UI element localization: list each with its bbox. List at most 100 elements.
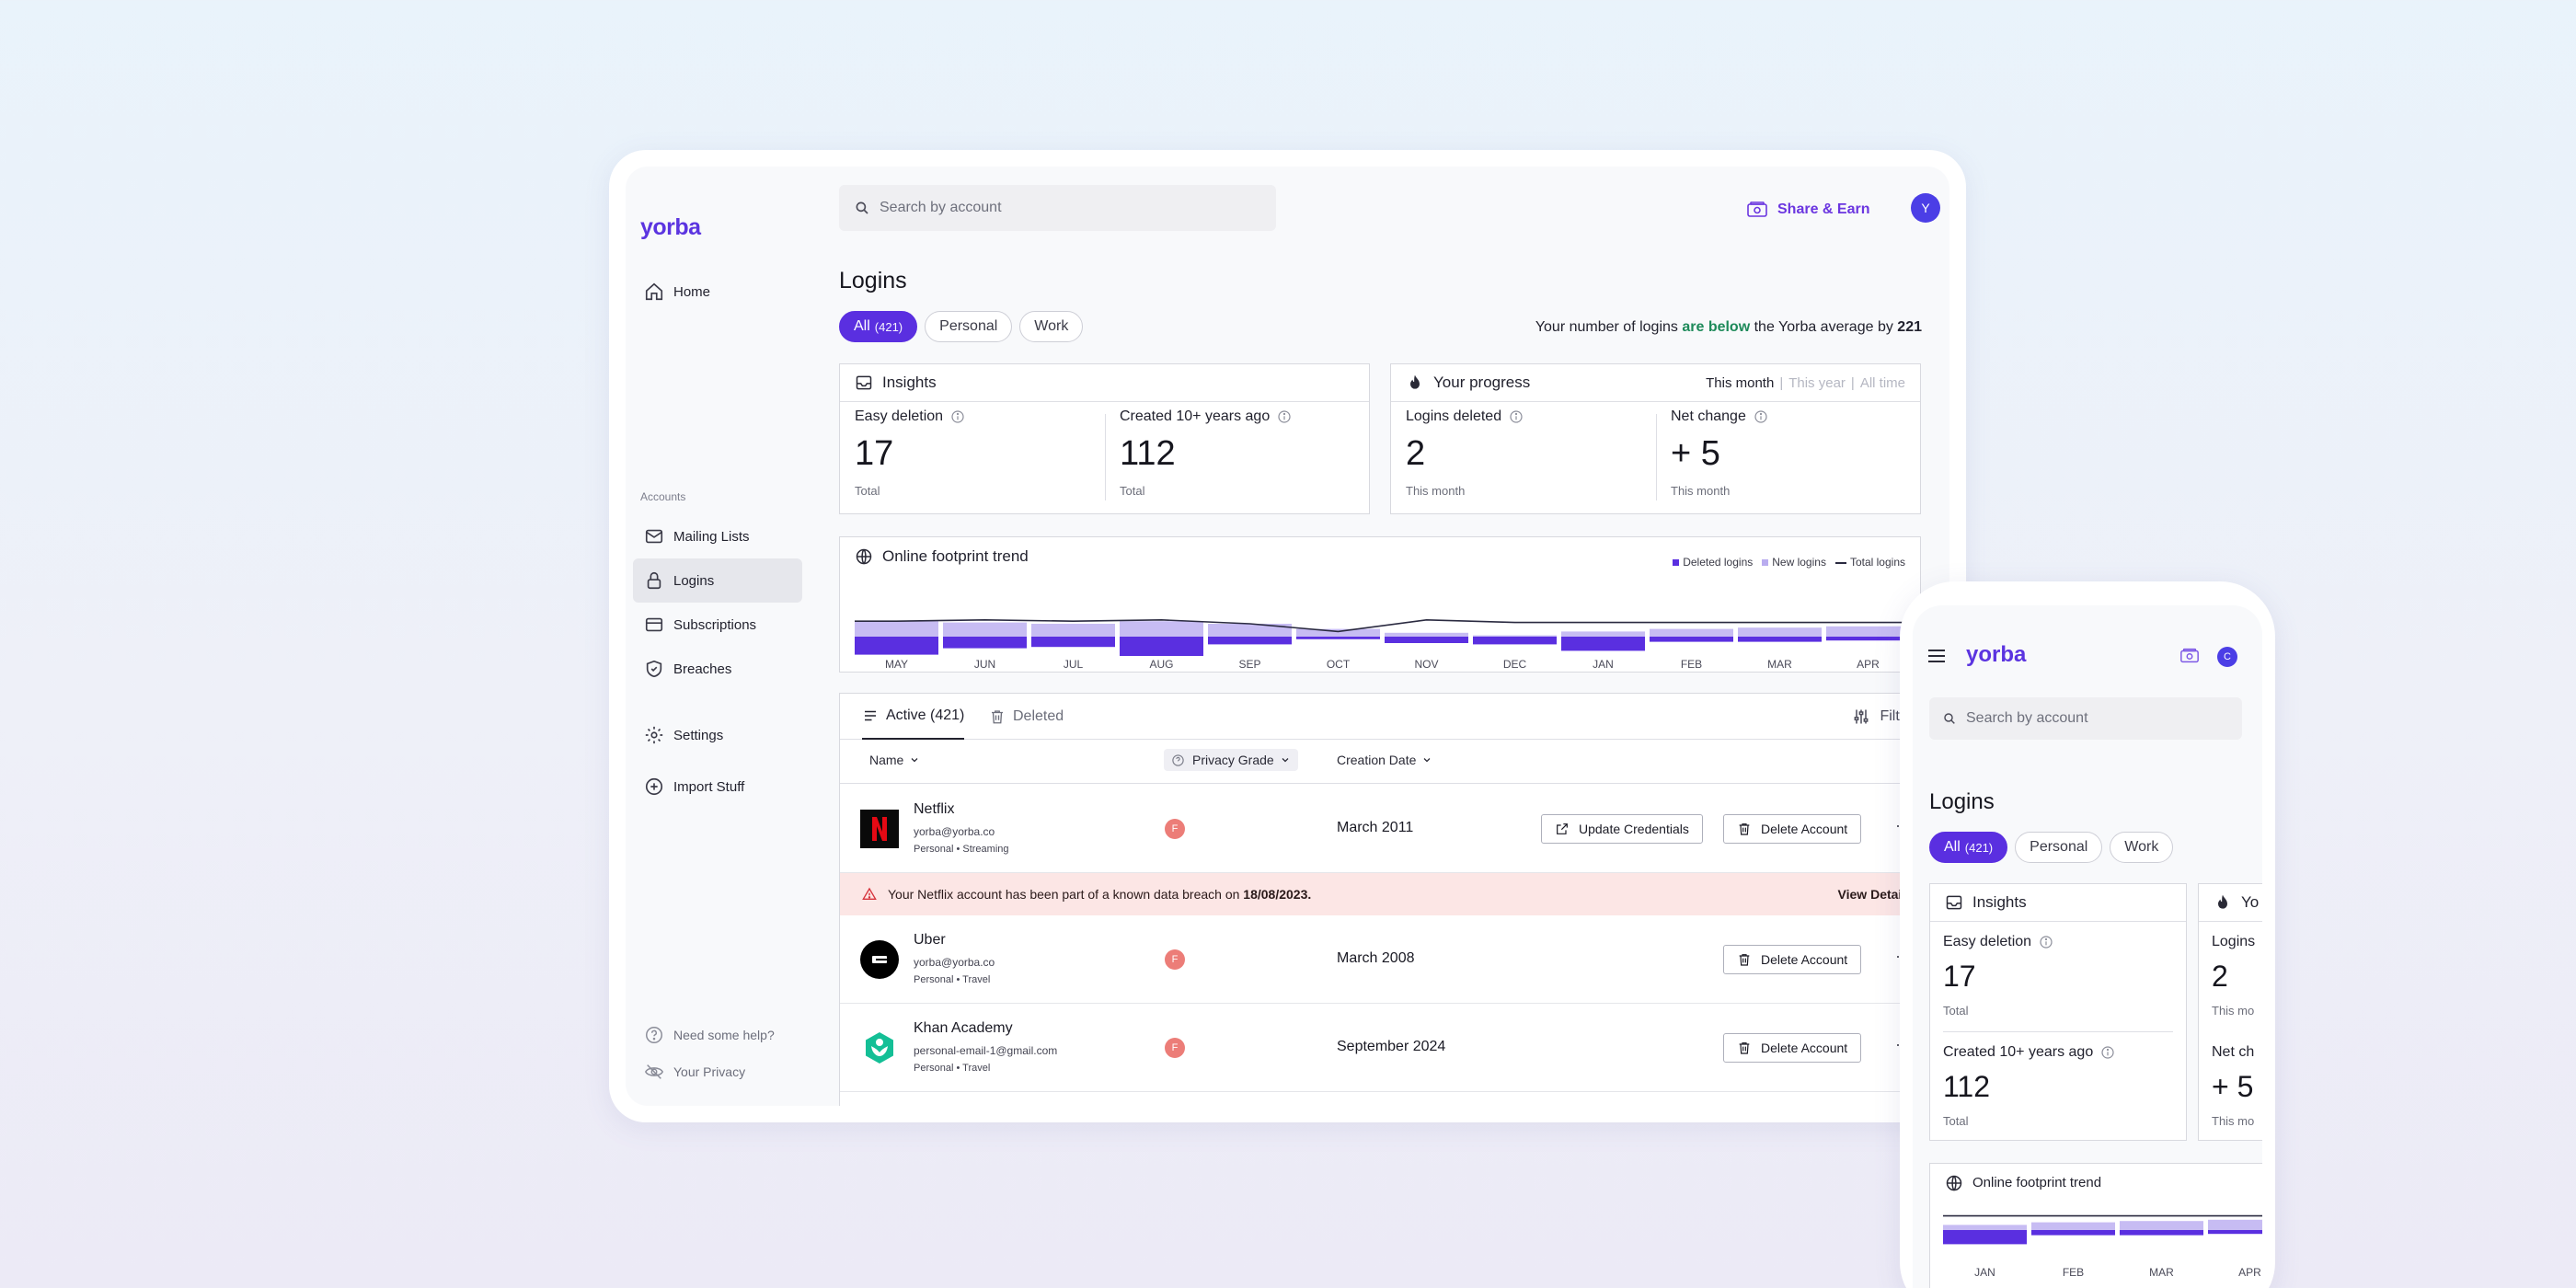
filter-personal[interactable]: Personal (925, 311, 1013, 342)
warning-icon (862, 887, 877, 900)
bar-new-may (855, 621, 938, 637)
delete-account-button[interactable]: Delete Account (1723, 1033, 1862, 1063)
table-row[interactable]: Uber yorba@yorba.co Personal • Travel F … (840, 915, 1920, 1004)
globe-icon (856, 548, 872, 565)
search-input[interactable]: Search by account (1929, 697, 2242, 740)
sidebar-item-label: Settings (673, 727, 724, 743)
divider (1943, 1031, 2173, 1032)
info-icon[interactable] (2039, 935, 2053, 949)
view-details-link[interactable]: View Details (1837, 887, 1913, 902)
sidebar-item-import[interactable]: Import Stuff (633, 765, 802, 809)
bar-new-jul (1031, 624, 1115, 637)
sidebar-item-label: Logins (673, 572, 715, 589)
sidebar-item-label: Breaches (673, 661, 732, 677)
menu-icon[interactable] (1927, 648, 1946, 664)
tick-label-may: MAY (885, 658, 908, 671)
insights-header: Insights (840, 364, 1369, 402)
alert-text: Your Netflix account has been part of a … (888, 887, 1240, 902)
share-earn-label: Share & Earn (1777, 201, 1870, 217)
sidebar: yorba Home Accounts Mailing Lists Logins… (626, 167, 828, 1106)
filter-work[interactable]: Work (2110, 832, 2174, 863)
search-placeholder: Search by account (880, 200, 1002, 215)
info-icon[interactable] (2100, 1045, 2115, 1060)
sidebar-item-subscriptions[interactable]: Subscriptions (633, 603, 802, 647)
privacy-link[interactable]: Your Privacy (633, 1057, 745, 1087)
row-date: March 2011 (1337, 820, 1414, 835)
info-icon[interactable] (1509, 409, 1524, 424)
net-change-stat: Net ch + 5 This mo (2212, 1044, 2255, 1128)
avatar[interactable]: C (2217, 647, 2237, 667)
delete-account-button[interactable]: Delete Account (1723, 814, 1862, 844)
bar-new-mar (1738, 627, 1822, 637)
filter-all[interactable]: All (421) (839, 311, 918, 342)
trash-icon (1739, 1042, 1750, 1054)
bar-deleted-feb (2031, 1230, 2115, 1236)
total-logins-line (855, 618, 1910, 633)
tab-deleted[interactable]: Deleted (989, 694, 1064, 740)
bar-new-apr (1826, 626, 1910, 637)
help-link[interactable]: Need some help? (633, 1020, 775, 1050)
delete-account-button[interactable]: Delete Account (1723, 945, 1862, 974)
netflix-logo (860, 810, 899, 848)
update-credentials-button[interactable]: Update Credentials (1541, 814, 1703, 844)
sidebar-item-label: Import Stuff (673, 778, 745, 795)
sidebar-item-logins[interactable]: Logins (633, 558, 802, 603)
filter-all[interactable]: All (421) (1929, 832, 2008, 863)
table-row[interactable]: Khan Academy personal-email-1@gmail.com … (840, 1004, 1920, 1092)
trend-header: Online footprint trend (1930, 1164, 2262, 1202)
logins-deleted-stat: Logins deleted 2 This month (1406, 408, 1524, 498)
col-name[interactable]: Name (869, 753, 920, 767)
info-icon[interactable] (950, 409, 965, 424)
trash-icon (1739, 954, 1750, 966)
average-note: Your number of logins are below the Yorb… (1535, 319, 1922, 336)
tick-label-apr: APR (2238, 1266, 2261, 1279)
row-tags: Personal • Streaming (914, 844, 1009, 855)
filter-work[interactable]: Work (1019, 311, 1084, 342)
divider (1656, 414, 1657, 500)
filter-personal[interactable]: Personal (2015, 832, 2103, 863)
progress-header: Your progress (1391, 364, 1920, 402)
avatar[interactable]: Y (1911, 193, 1940, 223)
sidebar-item-home[interactable]: Home (633, 270, 802, 314)
help-label: Need some help? (673, 1028, 775, 1042)
info-icon[interactable] (1754, 409, 1768, 424)
net-change-stat: Net change + 5 This month (1671, 408, 1768, 498)
bar-new-oct (1296, 628, 1380, 637)
search-input[interactable]: Search by account (839, 185, 1276, 231)
trash-icon (1739, 823, 1750, 835)
table-row[interactable]: Netflix yorba@yorba.co Personal • Stream… (840, 785, 1920, 873)
period-this-year[interactable]: This year (1788, 375, 1846, 391)
row-tags: Personal • Travel (914, 1063, 991, 1074)
tick-label-feb: FEB (1681, 658, 1702, 671)
brand-logo[interactable]: yorba (1966, 642, 2027, 667)
bar-deleted-jan (1943, 1230, 2027, 1245)
grade-badge: F (1165, 949, 1185, 970)
bar-new-sep (1208, 624, 1292, 637)
bar-deleted-dec (1473, 637, 1557, 645)
legend-total: Total logins (1834, 556, 1905, 569)
sidebar-item-breaches[interactable]: Breaches (633, 647, 802, 691)
bar-new-feb (1650, 628, 1733, 637)
average-note-value: 221 (1897, 319, 1922, 335)
period-this-month[interactable]: This month (1706, 375, 1775, 391)
tab-active[interactable]: Active (421) (862, 694, 965, 740)
brand-logo[interactable]: yorba (640, 214, 701, 240)
col-creation-date[interactable]: Creation Date (1337, 753, 1432, 767)
bar-deleted-jun (943, 637, 1027, 649)
sidebar-item-mailing-lists[interactable]: Mailing Lists (633, 514, 802, 558)
money-icon[interactable] (2179, 646, 2200, 666)
progress-card: Yo Logins 2 This mo Net ch + 5 This mo (2198, 883, 2262, 1141)
logins-table: Active (421) Deleted Filters Name (839, 693, 1921, 1106)
flame-icon (2218, 894, 2227, 909)
old-accounts-sub: Total (1120, 484, 1145, 498)
inbox-icon (1946, 895, 1962, 910)
sidebar-item-settings[interactable]: Settings (633, 713, 802, 757)
period-all-time[interactable]: All time (1859, 375, 1905, 391)
tick-label-mar: MAR (2149, 1266, 2174, 1279)
col-privacy-grade[interactable]: Privacy Grade (1164, 749, 1298, 771)
mobile-app: yorba C Search by account Logins All (421… (1913, 605, 2262, 1288)
bar-deleted-aug (1120, 637, 1203, 656)
page-title: Logins (1929, 789, 1995, 814)
info-icon[interactable] (1277, 409, 1292, 424)
share-earn-button[interactable]: Share & Earn (1746, 199, 1869, 221)
